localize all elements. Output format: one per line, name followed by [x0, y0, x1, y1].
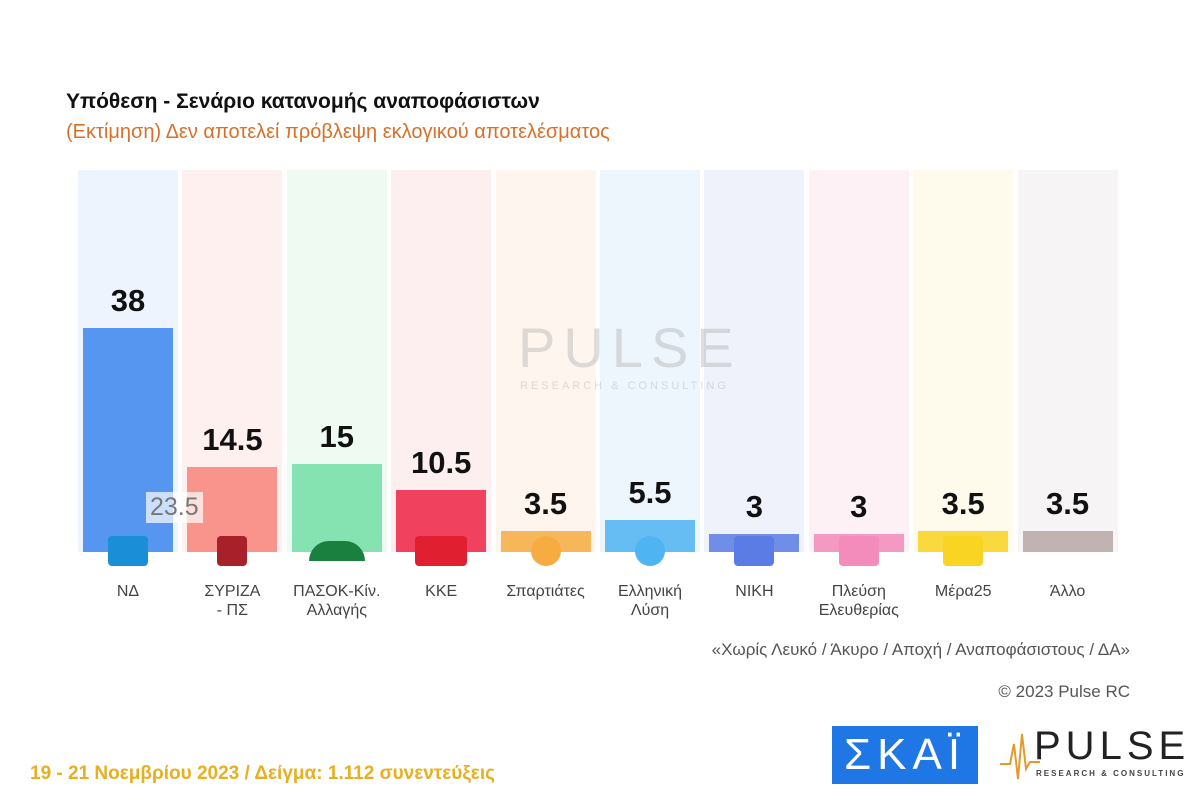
category-label: ΠΑΣΟΚ-Κίν. Αλλαγής: [293, 583, 381, 619]
watermark-text: PULSE: [518, 316, 742, 379]
value-label: 14.5: [202, 421, 263, 457]
elliniki-lysi-logo-icon: [600, 534, 700, 568]
skai-logo: ΣΚΑΪ: [832, 726, 978, 784]
watermark-subtext: RESEARCH & CONSULTING: [520, 380, 729, 392]
category-label: Σπαρτιάτες: [506, 583, 585, 600]
spartiates-logo-icon: [496, 534, 596, 568]
category-label: ΣΥΡΙΖΑ - ΠΣ: [204, 583, 261, 619]
plefsi-logo-icon: [809, 534, 909, 568]
mera25-logo-icon: [913, 534, 1013, 568]
value-label: 15: [319, 418, 355, 454]
pasok-logo-icon: [287, 534, 387, 568]
category-label: Μέρα25: [934, 583, 992, 600]
column-background: [600, 170, 700, 552]
copyright: © 2023 Pulse RC: [998, 682, 1130, 701]
value-label: 10.5: [411, 445, 472, 481]
column-background: [391, 170, 492, 552]
column-background: [78, 170, 178, 552]
category-label: Πλεύση Ελευθερίας: [818, 583, 899, 619]
pulse-wave-icon: [1000, 733, 1040, 780]
survey-footer: 19 - 21 Νοεμβρίου 2023 / Δείγμα: 1.112 σ…: [30, 763, 495, 784]
pulse-logo: PULSE RESEARCH & CONSULTING: [1000, 724, 1191, 780]
chart-subtitle: (Εκτίμηση) Δεν αποτελεί πρόβλεψη εκλογικ…: [66, 121, 610, 143]
bar: [291, 463, 382, 552]
value-label: 3.5: [1046, 486, 1090, 522]
bar-chart: 38 ΝΔ 14.5 ΣΥΡΙΖΑ - ΠΣ 15 ΠΑΣΟΚ-Κίν. Αλλαγής 1…: [78, 170, 1118, 619]
kke-logo-icon: [391, 534, 491, 568]
bar: [605, 519, 695, 552]
overlay-annotation: 23.5: [146, 492, 203, 523]
value-label: 3: [745, 489, 764, 525]
category-label: ΚΚΕ: [425, 583, 458, 600]
syriza-logo-icon: [182, 534, 282, 568]
column-background: [1017, 170, 1118, 552]
column-background: [182, 170, 283, 552]
column-background: [495, 170, 596, 552]
category-label: Άλλο: [1049, 583, 1086, 600]
value-label: 38: [110, 283, 146, 318]
bar: [1022, 531, 1113, 552]
exclusion-note: «Χωρίς Λευκό / Άκυρο / Αποχή / Αναποφάσι…: [711, 640, 1130, 659]
niki-logo-icon: [704, 534, 804, 568]
nd-logo-icon: [78, 534, 178, 568]
category-label: Ελληνική Λύση: [617, 583, 683, 619]
pulse-logo-subtext: RESEARCH & CONSULTING: [1036, 769, 1186, 778]
value-label: 3: [850, 489, 868, 525]
category-label: ΝΔ: [116, 583, 140, 600]
value-label: 5.5: [628, 474, 672, 510]
skai-logo-text: ΣΚΑΪ: [843, 730, 967, 779]
bar-core: [1034, 531, 1101, 552]
value-label: 3.5: [941, 486, 985, 522]
pulse-logo-text: PULSE: [1034, 724, 1191, 768]
pulse-watermark: PULSE RESEARCH & CONSULTING: [470, 315, 742, 392]
column-background: [286, 170, 387, 552]
bar-core: [303, 463, 370, 552]
category-label: ΝΙΚΗ: [735, 583, 774, 600]
chart-title: Υπόθεση - Σενάριο κατανομής αναποφάσιστω…: [66, 90, 540, 113]
value-label: 3.5: [524, 486, 568, 522]
